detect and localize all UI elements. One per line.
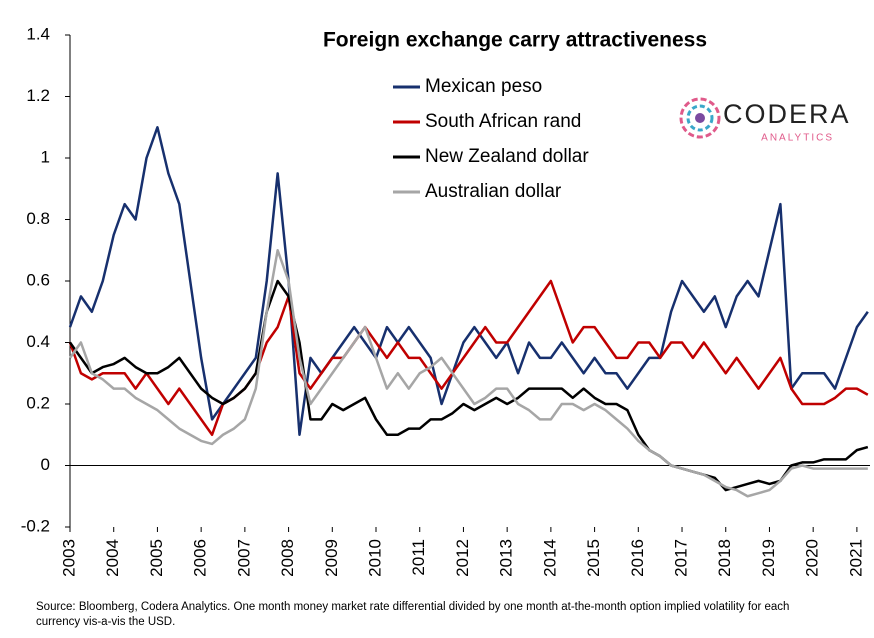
x-tick-label: 2006 bbox=[191, 539, 210, 577]
chart-title: Foreign exchange carry attractiveness bbox=[323, 29, 707, 52]
x-tick-label: 2003 bbox=[59, 539, 78, 577]
x-tick-label: 2015 bbox=[584, 539, 603, 577]
x-tick-label: 2013 bbox=[497, 539, 516, 577]
source-note: Source: Bloomberg, Codera Analytics. One… bbox=[36, 601, 790, 628]
logo-ring bbox=[679, 97, 721, 139]
chart: Foreign exchange carry attractiveness CO… bbox=[21, 24, 870, 577]
x-tick-label: 2010 bbox=[365, 539, 384, 577]
legend-label: Australian dollar bbox=[425, 181, 562, 202]
y-tick-label: 0.6 bbox=[26, 270, 50, 289]
x-tick-label: 2020 bbox=[803, 539, 822, 577]
y-tick-label: 0.2 bbox=[26, 393, 50, 412]
y-tick-label: 1 bbox=[41, 147, 50, 166]
x-tick-label: 2018 bbox=[715, 539, 734, 577]
y-tick-label: 1.2 bbox=[26, 86, 50, 105]
x-tick-label: 2019 bbox=[759, 539, 778, 577]
logo-dot bbox=[695, 113, 705, 123]
series-line bbox=[68, 279, 869, 492]
legend-label: South African rand bbox=[425, 111, 581, 132]
x-tick-label: 2011 bbox=[409, 539, 428, 576]
x-tick-label: 2004 bbox=[103, 539, 122, 577]
x-tick-label: 2012 bbox=[453, 539, 472, 577]
logo: CODERA ANALYTICS bbox=[679, 97, 851, 144]
x-tick-label: 2007 bbox=[234, 539, 253, 577]
logo-name: CODERA bbox=[723, 99, 851, 129]
y-tick-label: 0 bbox=[41, 455, 50, 474]
y-tick-label: 0.4 bbox=[26, 332, 50, 351]
logo-tagline: ANALYTICS bbox=[761, 133, 834, 144]
legend-label: New Zealand dollar bbox=[425, 146, 589, 167]
series-line bbox=[68, 279, 869, 436]
x-tick-label: 2005 bbox=[147, 539, 166, 577]
x-tick-label: 2008 bbox=[278, 539, 297, 577]
x-tick-label: 2009 bbox=[322, 539, 341, 577]
y-tick-label: -0.2 bbox=[21, 516, 50, 535]
logo-ring bbox=[686, 104, 714, 132]
series-line bbox=[68, 249, 868, 498]
legend-label: Mexican peso bbox=[425, 76, 542, 97]
series-line bbox=[68, 126, 869, 436]
x-tick-label: 2014 bbox=[540, 539, 559, 577]
x-tick-label: 2021 bbox=[846, 539, 865, 577]
x-tick-label: 2016 bbox=[628, 539, 647, 577]
y-tick-label: 1.4 bbox=[26, 24, 50, 43]
x-tick-label: 2017 bbox=[672, 539, 691, 577]
y-tick-label: 0.8 bbox=[26, 209, 50, 228]
